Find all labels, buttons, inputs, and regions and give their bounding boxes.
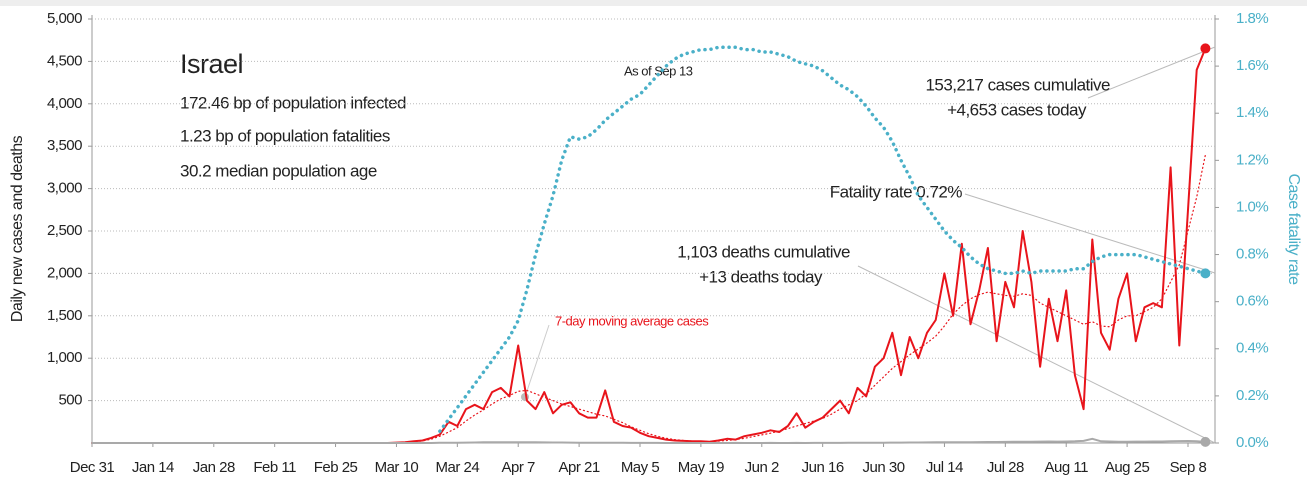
chart-title: Israel: [180, 49, 243, 79]
y2-tick-label: 1.0%: [1236, 198, 1268, 215]
y-tick-label: 4,500: [47, 52, 82, 69]
y2-tick-label: 0.0%: [1236, 434, 1268, 451]
y2-tick-label: 0.8%: [1236, 246, 1268, 263]
series-line: [91, 437, 1207, 444]
x-tick-label: Jun 2: [745, 459, 779, 476]
x-tick-label: Jun 30: [863, 459, 905, 476]
y-tick-label: 2,000: [47, 264, 82, 281]
x-tick-label: Aug 11: [1045, 459, 1089, 476]
leader-line: [1087, 46, 1216, 99]
top-band: [0, 0, 1307, 6]
leader-line: [857, 265, 1216, 444]
end-dot: [1200, 268, 1211, 279]
note: 30.2 median population age: [180, 161, 377, 180]
y2-tick-label: 0.2%: [1236, 387, 1268, 404]
y2-tick-label: 1.8%: [1236, 10, 1268, 27]
y2-tick-label: 1.4%: [1236, 104, 1268, 121]
y-tick-label: 4,000: [47, 95, 82, 112]
x-tick-label: Mar 10: [375, 459, 419, 476]
end-dot: [1200, 43, 1211, 54]
y-tick-label: 5,000: [47, 10, 82, 27]
x-tick-label: Sep 8: [1170, 459, 1207, 476]
y2-axis-label: Case fatality rate: [1285, 173, 1302, 285]
series-line: [91, 154, 1206, 444]
y-tick-label: 3,000: [47, 180, 82, 197]
series-line: [438, 45, 1208, 433]
annotation: +13 deaths today: [699, 267, 823, 286]
y2-tick-label: 1.2%: [1236, 151, 1268, 168]
note: 1.23 bp of population fatalities: [180, 126, 390, 145]
x-tick-label: Feb 25: [314, 459, 358, 476]
y2-tick-label: 0.6%: [1236, 293, 1268, 310]
x-tick-label: Apr 7: [502, 459, 536, 476]
y-tick-label: 2,500: [47, 222, 82, 239]
y-tick-label: 500: [58, 392, 82, 409]
end-dot: [1200, 436, 1211, 447]
x-tick-label: Apr 21: [559, 459, 600, 476]
x-tick-label: May 19: [678, 459, 724, 476]
x-tick-label: Jul 28: [987, 459, 1024, 476]
x-tick-label: Mar 24: [435, 459, 479, 476]
annotation: 153,217 cases cumulative: [925, 75, 1110, 94]
x-tick-label: Jun 16: [802, 459, 844, 476]
x-tick-label: Feb 11: [253, 459, 296, 476]
x-tick-label: Jan 28: [193, 459, 235, 476]
annotation: Fatality rate 0.72%: [830, 182, 963, 201]
y2-tick-label: 0.4%: [1236, 340, 1268, 357]
x-tick-label: May 5: [621, 459, 660, 476]
y-axis-label: Daily new cases and deaths: [9, 135, 26, 322]
x-tick-label: Jan 14: [132, 459, 174, 476]
leader-line: [524, 324, 550, 398]
note: 172.46 bp of population infected: [180, 93, 406, 112]
y-tick-label: 3,500: [47, 137, 82, 154]
annotation: As of Sep 13: [624, 63, 693, 78]
x-tick-label: Dec 31: [70, 459, 115, 476]
y2-tick-label: 1.6%: [1236, 57, 1268, 74]
annotation: +4,653 cases today: [947, 100, 1087, 119]
y-tick-label: 1,500: [47, 307, 82, 324]
leader-line: [964, 193, 1216, 274]
annotation: 1,103 deaths cumulative: [677, 242, 850, 261]
y-tick-label: 1,000: [47, 349, 82, 366]
series-label: 7-day moving average cases: [555, 313, 709, 328]
x-tick-label: Jul 14: [926, 459, 963, 476]
x-tick-label: Aug 25: [1105, 459, 1150, 476]
